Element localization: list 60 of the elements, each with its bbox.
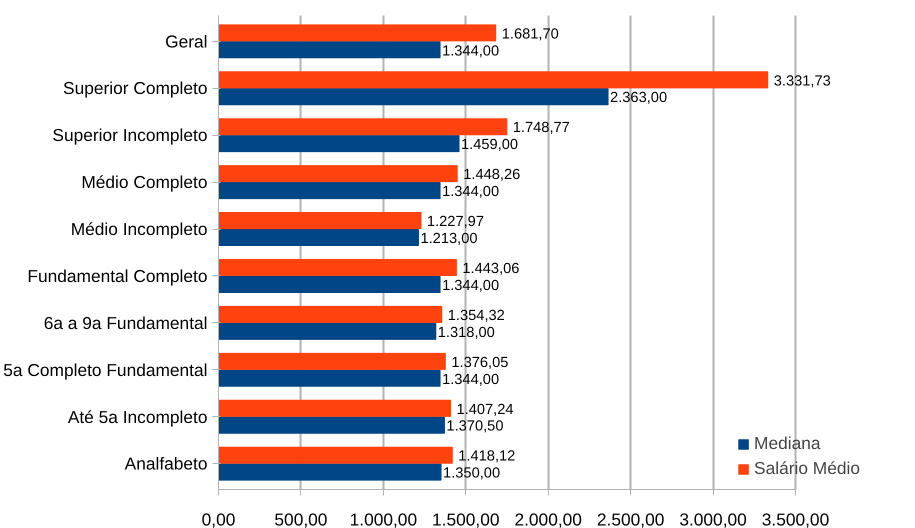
bar — [218, 446, 453, 464]
bar — [218, 118, 508, 136]
y-tick-label: 5a Completo Fundamental — [3, 360, 208, 380]
bar — [218, 464, 442, 481]
y-tick-label: 6a a 9a Fundamental — [44, 312, 208, 333]
x-tick-label: 1.000,00 — [350, 510, 418, 528]
bar — [218, 228, 419, 246]
data-label: 1.443,06 — [462, 261, 520, 278]
y-tick-label: Superior Incompleto — [52, 125, 208, 146]
bar — [218, 24, 496, 42]
bar — [218, 370, 441, 387]
data-label: 1.213,00 — [420, 230, 478, 247]
bar — [218, 88, 609, 106]
y-tick-label: Médio Incompleto — [70, 219, 208, 240]
y-tick-label: Até 5a Incompleto — [68, 406, 208, 427]
data-label: 1.418,12 — [458, 448, 516, 465]
y-tick-label: Superior Completo — [63, 78, 208, 98]
data-label: 1.681,70 — [502, 26, 559, 42]
y-tick-label: Analfabeto — [124, 454, 208, 474]
data-label: 1.318,00 — [438, 324, 495, 341]
data-label: 1.748,77 — [512, 120, 570, 136]
bar — [218, 276, 441, 293]
data-label: 1.350,00 — [443, 466, 500, 482]
bar — [218, 41, 441, 58]
bar — [218, 182, 441, 200]
x-tick-label: 1.500,00 — [432, 510, 500, 528]
bar — [218, 306, 442, 323]
legend-label: Mediana — [754, 433, 821, 454]
x-tick-label: 2.000,00 — [514, 510, 582, 528]
bar — [218, 322, 436, 340]
data-label: 1.344,00 — [442, 184, 500, 200]
bar — [218, 258, 457, 276]
data-label: 2.363,00 — [610, 90, 668, 106]
y-tick-label: Geral — [165, 31, 208, 52]
bar — [218, 135, 460, 152]
data-label: 3.331,73 — [774, 73, 831, 90]
bar — [218, 165, 458, 182]
bar — [218, 352, 446, 370]
data-label: 1.370,50 — [446, 418, 504, 435]
data-label: 1.354,32 — [448, 308, 505, 324]
bar — [218, 400, 451, 417]
data-label: 1.227,97 — [426, 214, 484, 230]
data-label: 1.344,00 — [442, 278, 500, 294]
x-tick-label: 0,00 — [202, 510, 236, 528]
data-label: 1.376,05 — [451, 354, 508, 371]
y-tick-label: Fundamental Completo — [27, 266, 208, 286]
data-label: 1.407,24 — [456, 402, 514, 418]
bar — [218, 212, 422, 230]
x-tick-label: 3.500,00 — [762, 510, 830, 528]
x-tick-label: 500,00 — [274, 510, 328, 528]
bar — [218, 416, 445, 434]
data-label: 1.344,00 — [442, 43, 500, 60]
legend-label: Salário Médio — [754, 458, 860, 479]
data-label: 1.344,00 — [442, 372, 500, 388]
x-tick-label: 3.000,00 — [679, 510, 747, 528]
bar — [218, 71, 768, 88]
x-tick-label: 2.500,00 — [596, 510, 664, 528]
data-label: 1.448,26 — [463, 167, 520, 184]
y-tick-label: Médio Completo — [81, 172, 208, 192]
data-label: 1.459,00 — [461, 137, 518, 154]
